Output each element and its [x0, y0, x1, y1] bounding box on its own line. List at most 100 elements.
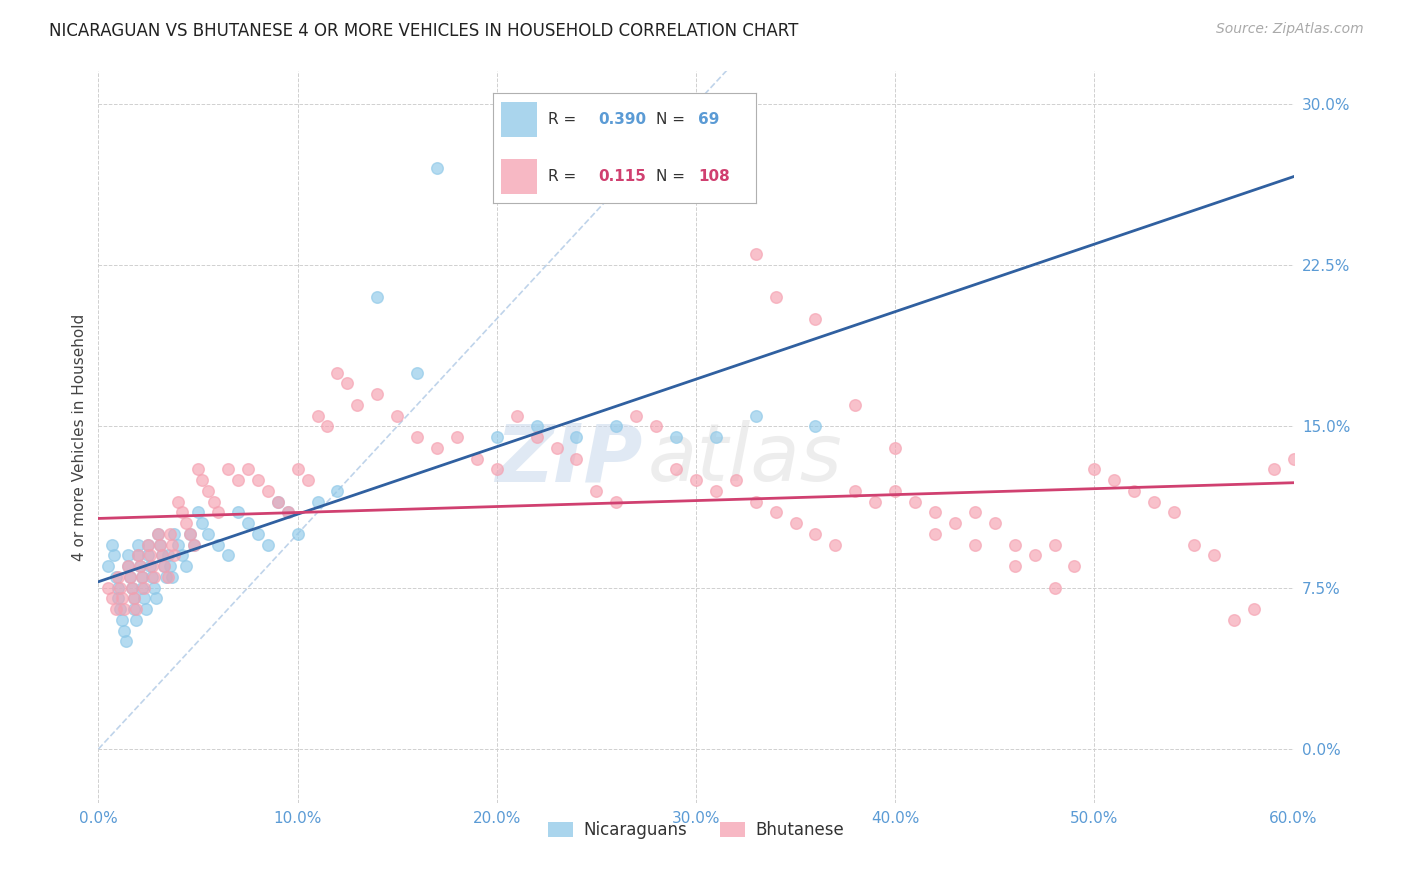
Point [127, 549, 149, 563]
Point [704, 430, 727, 444]
Point [1063, 559, 1085, 574]
Point [134, 591, 156, 606]
Y-axis label: 4 or more Vehicles in Household: 4 or more Vehicles in Household [72, 313, 87, 561]
Point [97, 581, 120, 595]
Point [97, 559, 120, 574]
Point [785, 516, 807, 530]
Point [426, 161, 449, 176]
Point [884, 483, 907, 498]
Point [765, 505, 787, 519]
Point [172, 505, 194, 519]
Point [155, 570, 177, 584]
Point [246, 527, 269, 541]
Point [145, 591, 167, 606]
Point [103, 549, 125, 563]
Point [346, 398, 368, 412]
Point [446, 430, 468, 444]
Point [159, 527, 181, 541]
Point [148, 527, 170, 541]
Point [149, 538, 172, 552]
Point [115, 634, 138, 648]
Point [124, 591, 146, 606]
Point [141, 559, 163, 574]
Point [485, 430, 508, 444]
Point [277, 505, 299, 519]
Text: atlas: atlas [648, 420, 844, 498]
Point [963, 505, 986, 519]
Point [1104, 473, 1126, 487]
Point [197, 527, 219, 541]
Point [107, 581, 129, 595]
Point [665, 430, 688, 444]
Point [105, 602, 128, 616]
Point [943, 516, 966, 530]
Point [111, 591, 134, 606]
Point [765, 290, 787, 304]
Point [183, 538, 205, 552]
Point [139, 559, 162, 574]
Point [307, 494, 329, 508]
Point [366, 290, 388, 304]
Point [745, 409, 768, 423]
Point [1004, 559, 1026, 574]
Point [101, 591, 124, 606]
Point [546, 441, 568, 455]
Point [984, 516, 1007, 530]
Point [129, 559, 152, 574]
Point [107, 570, 129, 584]
Point [160, 570, 183, 584]
Point [844, 483, 866, 498]
Point [125, 613, 148, 627]
Point [121, 581, 143, 595]
Point [217, 549, 239, 563]
Point [110, 602, 132, 616]
Point [117, 559, 139, 574]
Point [465, 451, 488, 466]
Point [163, 549, 186, 563]
Point [187, 462, 209, 476]
Point [120, 570, 142, 584]
Point [105, 570, 128, 584]
Point [804, 527, 827, 541]
Point [121, 581, 143, 595]
Point [277, 505, 299, 519]
Point [605, 494, 627, 508]
Point [526, 419, 548, 434]
Point [326, 366, 349, 380]
Text: Source: ZipAtlas.com: Source: ZipAtlas.com [1216, 22, 1364, 37]
Point [117, 549, 139, 563]
Point [217, 462, 239, 476]
Point [1143, 494, 1166, 508]
Point [804, 419, 827, 434]
Point [111, 613, 134, 627]
Point [135, 602, 157, 616]
Point [316, 419, 339, 434]
Point [526, 430, 548, 444]
Point [745, 247, 768, 261]
Point [924, 505, 946, 519]
Point [645, 419, 668, 434]
Point [149, 538, 172, 552]
Point [183, 538, 205, 552]
Text: NICARAGUAN VS BHUTANESE 4 OR MORE VEHICLES IN HOUSEHOLD CORRELATION CHART: NICARAGUAN VS BHUTANESE 4 OR MORE VEHICL… [49, 22, 799, 40]
Point [136, 538, 159, 552]
Point [153, 559, 176, 574]
Point [267, 494, 290, 508]
Point [865, 494, 887, 508]
Point [1182, 538, 1205, 552]
Point [963, 538, 986, 552]
Point [1004, 538, 1026, 552]
Point [131, 570, 153, 584]
Point [136, 538, 159, 552]
Point [191, 473, 214, 487]
Point [506, 409, 529, 423]
Point [685, 473, 707, 487]
Point [804, 311, 827, 326]
Point [406, 366, 429, 380]
Point [565, 430, 588, 444]
Point [167, 494, 190, 508]
Point [124, 591, 146, 606]
Point [157, 549, 180, 563]
Point [1163, 505, 1185, 519]
Point [585, 483, 607, 498]
